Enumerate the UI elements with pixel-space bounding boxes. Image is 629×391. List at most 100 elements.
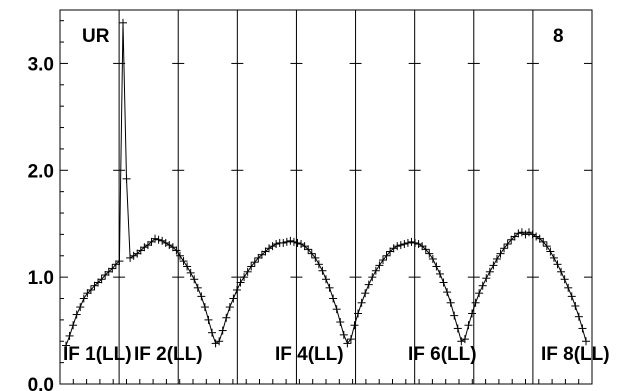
data-point <box>168 243 177 252</box>
data-point <box>65 331 74 340</box>
data-point <box>307 249 316 258</box>
y-tick-label: 0.0 <box>28 375 54 391</box>
data-point <box>329 294 338 303</box>
data-point <box>407 237 416 246</box>
data-point <box>446 298 455 307</box>
data-point <box>101 271 110 280</box>
data-point <box>350 321 359 330</box>
data-point <box>193 283 202 292</box>
data-point <box>354 309 363 318</box>
data-point <box>200 303 209 312</box>
if-label: IF 2(LL) <box>134 344 203 365</box>
data-point <box>289 237 298 246</box>
data-point <box>557 267 566 276</box>
data-point <box>108 264 117 273</box>
data-point <box>175 251 184 260</box>
data-point <box>336 318 345 327</box>
y-tick-label: 2.0 <box>28 161 54 182</box>
data-point <box>186 268 195 277</box>
data-point <box>414 240 423 249</box>
data-point <box>268 242 277 251</box>
data-point <box>489 261 498 270</box>
data-point <box>578 324 587 333</box>
data-point <box>83 289 92 298</box>
data-point <box>389 244 398 253</box>
data-point <box>115 257 124 266</box>
data-point <box>457 337 466 346</box>
data-point <box>361 289 370 298</box>
y-tick-label: 3.0 <box>28 54 54 75</box>
data-point <box>111 260 120 269</box>
data-point <box>468 309 477 318</box>
data-point <box>318 266 327 275</box>
data-point <box>482 274 491 283</box>
data-point <box>204 315 213 324</box>
data-point <box>492 254 501 263</box>
data-point <box>247 262 256 271</box>
data-point <box>211 339 220 348</box>
data-point <box>421 245 430 254</box>
data-point <box>525 228 534 237</box>
data-point <box>118 18 127 27</box>
data-point <box>382 251 391 260</box>
data-point <box>240 273 249 282</box>
data-point <box>464 321 473 330</box>
chart-labels: UR 8 IF 1(LL) IF 2(LL) IF 4(LL) IF 6(LL) IF 8(… <box>63 26 610 365</box>
data-point <box>72 310 81 319</box>
data-point <box>165 241 174 250</box>
data-point <box>450 311 459 320</box>
plot-border <box>59 9 593 385</box>
data-point <box>293 238 302 247</box>
data-point <box>254 253 263 262</box>
data-point <box>339 330 348 339</box>
data-point <box>411 238 420 247</box>
data-point <box>325 283 334 292</box>
data-point <box>286 236 295 245</box>
data-point <box>503 240 512 249</box>
data-point <box>571 301 580 310</box>
data-point <box>243 267 252 276</box>
data-point <box>218 326 227 335</box>
data-point <box>69 321 78 330</box>
data-point <box>122 174 131 183</box>
data-point <box>151 234 160 243</box>
if-label: IF 6(LL) <box>408 344 477 365</box>
data-point <box>567 292 576 301</box>
data-point <box>215 337 224 346</box>
data-point <box>428 254 437 263</box>
data-point <box>86 285 95 294</box>
data-point <box>343 339 352 348</box>
data-point <box>225 303 234 312</box>
data-point <box>418 242 427 251</box>
data-point <box>236 278 245 287</box>
data-point <box>371 266 380 275</box>
data-point <box>346 335 355 344</box>
if-label: IF 4(LL) <box>275 344 344 365</box>
data-point <box>574 312 583 321</box>
data-point <box>154 235 163 244</box>
data-point <box>400 240 409 249</box>
data-point <box>311 253 320 262</box>
data-point <box>393 242 402 251</box>
data-point <box>190 275 199 284</box>
data-point <box>94 278 103 287</box>
data-point <box>62 341 70 350</box>
data-point <box>439 278 448 287</box>
data-point <box>546 247 555 256</box>
data-point <box>549 253 558 262</box>
data-point <box>475 289 484 298</box>
data-point <box>368 273 377 282</box>
data-point <box>161 238 170 247</box>
data-point <box>582 337 590 346</box>
y-tick-label: 1.0 <box>28 268 54 289</box>
data-point <box>179 257 188 266</box>
data-point <box>129 251 138 260</box>
data-point <box>158 236 167 245</box>
data-line <box>65 22 587 346</box>
data-point <box>478 281 487 290</box>
data-point <box>136 246 145 255</box>
data-point <box>443 288 452 297</box>
data-point <box>314 260 323 269</box>
data-point <box>261 247 270 256</box>
